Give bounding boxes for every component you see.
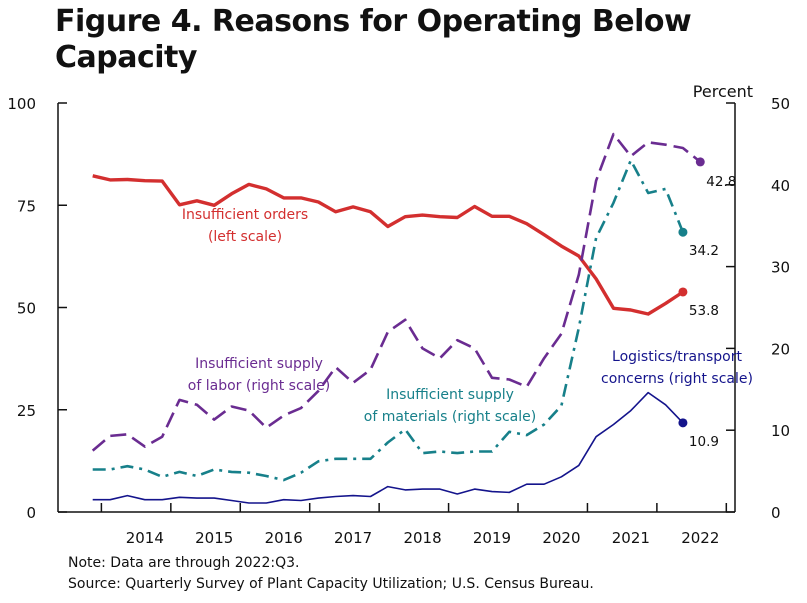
x-tick-label: 2014	[126, 529, 164, 547]
series-end-value: 53.8	[689, 303, 719, 319]
right-tick-label: 40	[771, 177, 790, 195]
right-tick-label: 20	[771, 340, 790, 358]
right-tick-label: 30	[771, 259, 790, 277]
x-tick-label: 2016	[265, 529, 303, 547]
series-end-marker	[695, 157, 705, 167]
right-tick-label: 0	[771, 504, 781, 522]
left-tick-label: 75	[17, 197, 36, 215]
x-tick-label: 2020	[542, 529, 580, 547]
x-tick-label: 2017	[334, 529, 372, 547]
series-line	[91, 132, 702, 452]
series-line	[92, 174, 684, 316]
series-labels: Insufficient orders (left scale) 53.8 Insuf…	[182, 174, 753, 450]
series-label: of labor (right scale)	[188, 378, 330, 394]
series-label: Insufficient supply	[386, 387, 514, 403]
x-tick-label: 2019	[473, 529, 511, 547]
series-label: concerns (right scale)	[601, 371, 753, 387]
series-label: Insufficient orders	[182, 207, 308, 223]
axes: 0 25 50 75 100 0 10 20 30 40 50 Percent 2014 2015 2016…	[7, 82, 790, 547]
source-note: Source: Quarterly Survey of Plant Capaci…	[68, 576, 594, 592]
series-end-marker	[678, 227, 688, 237]
x-tick-label: 2018	[403, 529, 441, 547]
right-tick-label: 50	[771, 95, 790, 113]
series-end-marker	[678, 418, 688, 428]
series-label: of materials (right scale)	[364, 409, 536, 425]
series-end-value: 42.8	[706, 174, 736, 190]
left-tick-label: 100	[7, 95, 36, 113]
series-label: Insufficient supply	[195, 356, 323, 372]
left-tick-label: 50	[17, 300, 36, 318]
series-end-value: 34.2	[689, 243, 719, 259]
series-end-value: 10.9	[689, 434, 719, 450]
right-tick-label: 10	[771, 422, 790, 440]
series-layer	[91, 132, 705, 504]
series-line	[92, 159, 685, 482]
chart-title: Figure 4. Reasons for Operating Below Ca…	[55, 4, 692, 75]
series-line	[92, 391, 684, 504]
x-tick-label: 2021	[612, 529, 650, 547]
right-axis-label: Percent	[693, 82, 753, 101]
x-tick-label: 2015	[195, 529, 233, 547]
left-tick-label: 25	[17, 402, 36, 420]
series-label: (left scale)	[208, 229, 282, 245]
series-end-marker	[678, 287, 688, 297]
series-label: Logistics/transport	[612, 349, 742, 365]
footnote: Note: Data are through 2022:Q3.	[68, 555, 300, 571]
x-tick-label: 2022	[681, 529, 719, 547]
left-tick-label: 0	[26, 504, 36, 522]
